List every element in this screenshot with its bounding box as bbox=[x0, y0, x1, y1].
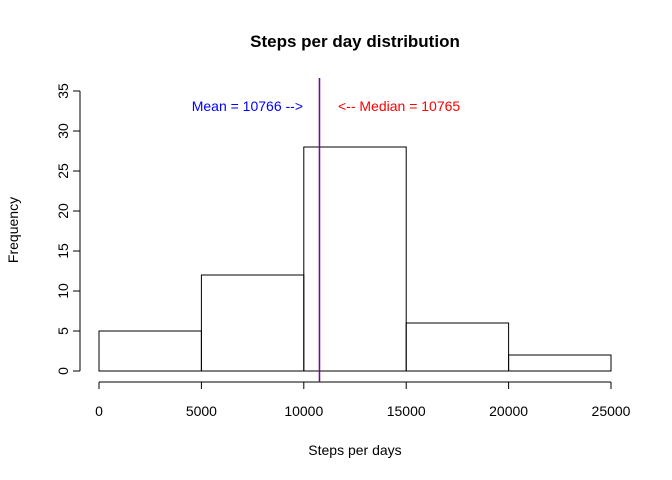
x-tick-label: 10000 bbox=[284, 403, 323, 419]
histogram-bar-2 bbox=[303, 146, 407, 372]
mean-annotation: Mean = 10766 --> bbox=[192, 98, 303, 114]
y-tick-label: 10 bbox=[55, 283, 71, 299]
histogram-bar-4 bbox=[508, 354, 612, 372]
histogram-bars bbox=[98, 146, 612, 372]
histogram-bar-1 bbox=[200, 274, 305, 372]
histogram-bar-0 bbox=[98, 330, 202, 372]
y-tick-label: 0 bbox=[55, 367, 71, 375]
y-tick-label: 30 bbox=[55, 123, 71, 139]
x-tick-label: 20000 bbox=[489, 403, 528, 419]
x-axis: 0 5000 10000 15000 20000 25000 bbox=[95, 381, 631, 419]
y-tick-label: 20 bbox=[55, 203, 71, 219]
y-tick-label: 25 bbox=[55, 163, 71, 179]
x-axis-label: Steps per days bbox=[308, 442, 401, 458]
x-tick-label: 5000 bbox=[186, 403, 217, 419]
chart-title: Steps per day distribution bbox=[250, 32, 460, 51]
y-axis-label: Frequency bbox=[5, 197, 21, 263]
x-tick-label: 0 bbox=[95, 403, 103, 419]
y-axis: 0 5 10 15 20 25 30 35 bbox=[55, 83, 81, 375]
y-tick-label: 35 bbox=[55, 83, 71, 99]
median-annotation: <-- Median = 10765 bbox=[338, 98, 460, 114]
x-tick-label: 15000 bbox=[387, 403, 426, 419]
x-tick-label: 25000 bbox=[592, 403, 631, 419]
y-tick-label: 15 bbox=[55, 243, 71, 259]
y-tick-label: 5 bbox=[55, 327, 71, 335]
histogram-bar-3 bbox=[405, 322, 510, 372]
